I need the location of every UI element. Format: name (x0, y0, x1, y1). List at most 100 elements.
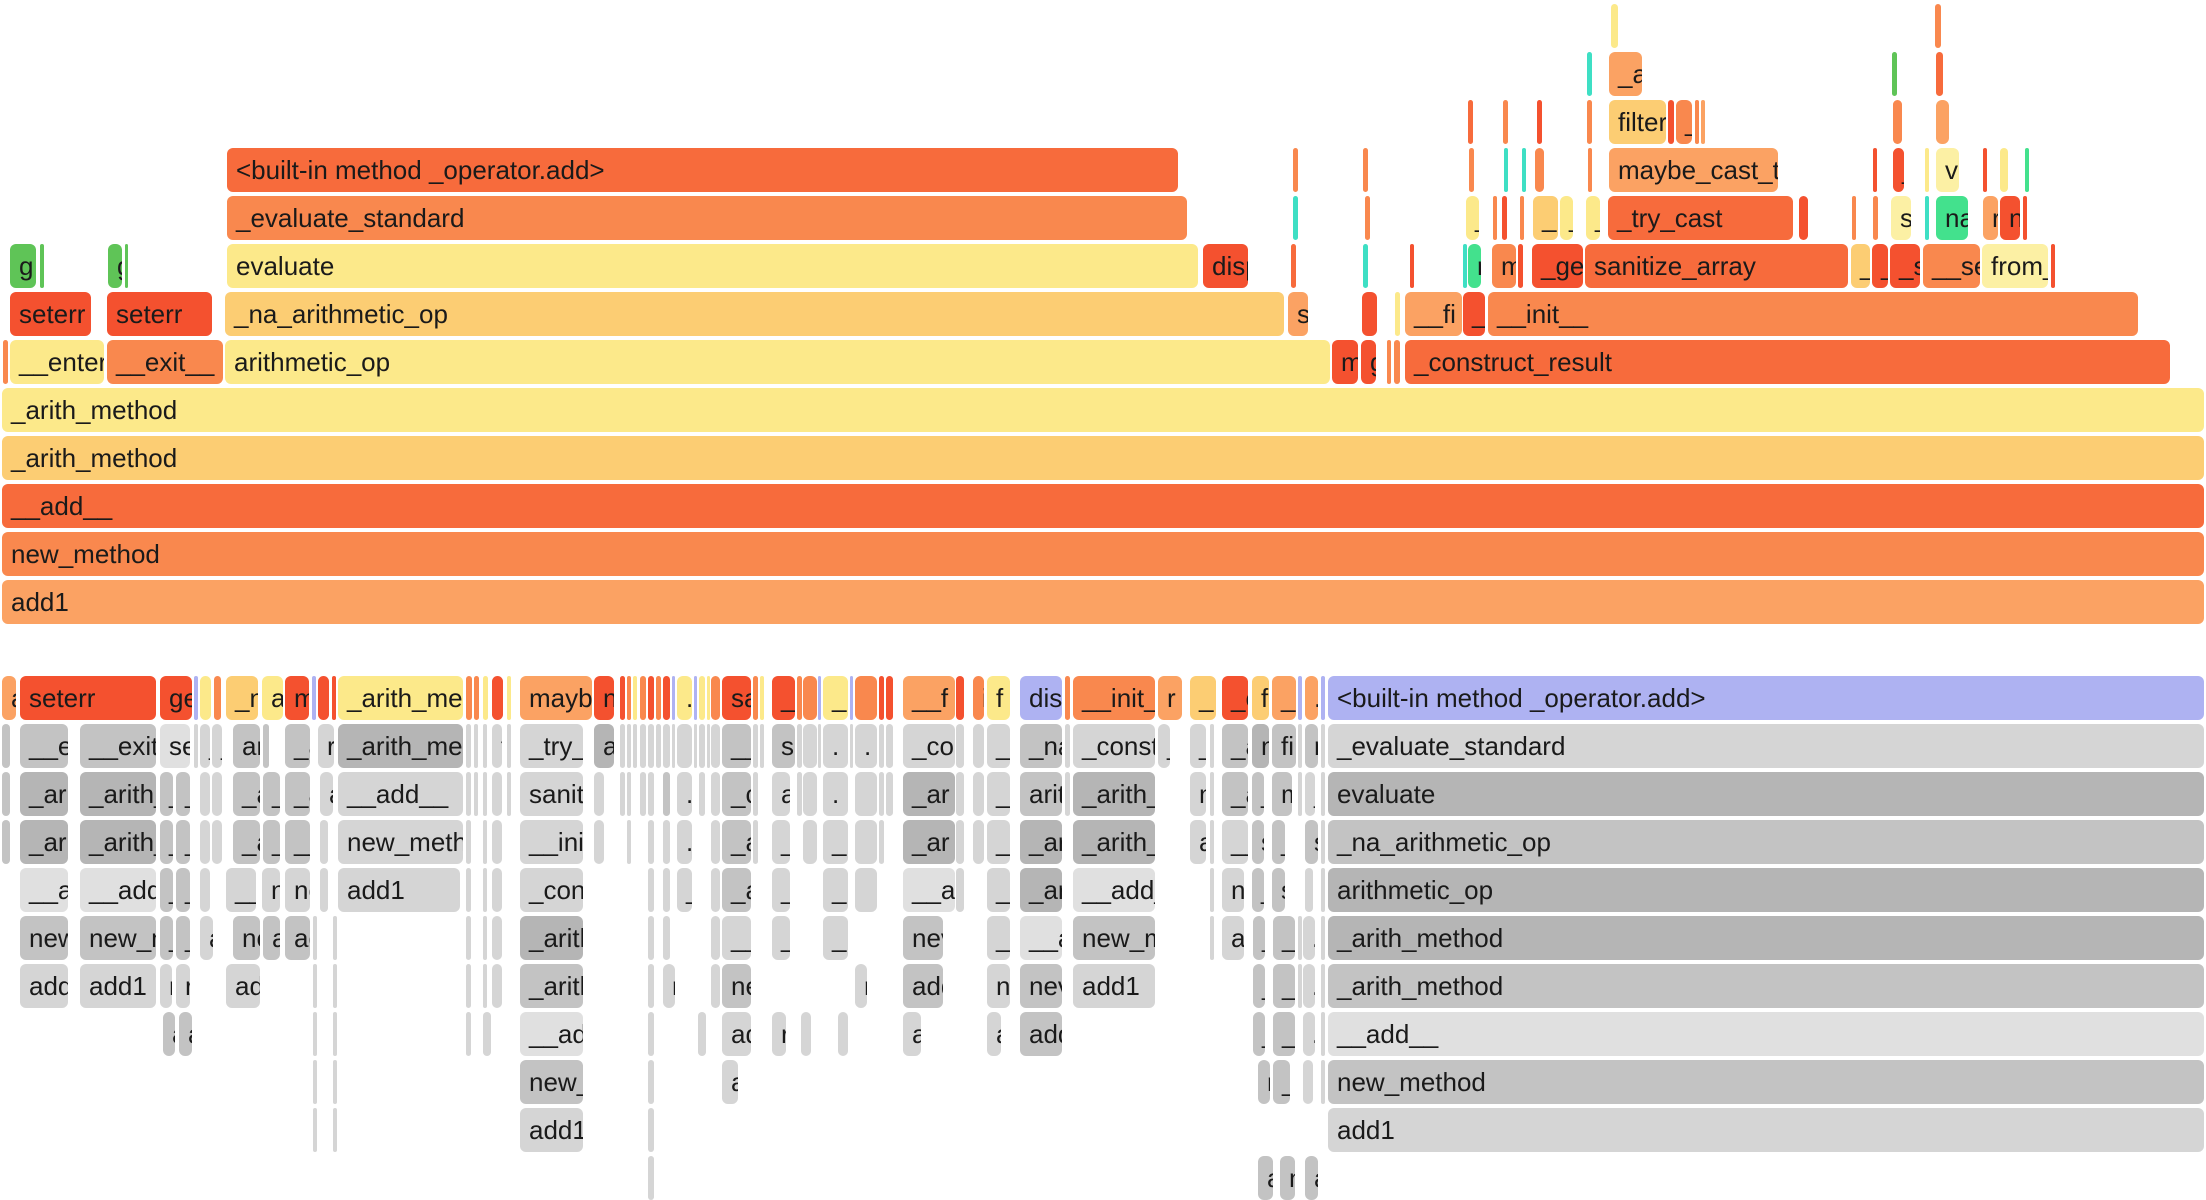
flame-frame[interactable] (663, 724, 670, 768)
flame-frame[interactable] (850, 676, 853, 720)
flame-frame[interactable] (1210, 772, 1214, 816)
flame-frame[interactable] (1535, 148, 1544, 192)
flame-frame[interactable]: __a (903, 868, 955, 912)
flame-frame[interactable] (620, 676, 625, 720)
flame-frame[interactable]: _arith (520, 916, 583, 960)
flame-frame[interactable]: _arith (520, 964, 583, 1008)
flame-frame[interactable] (40, 244, 44, 288)
flame-frame[interactable] (711, 820, 720, 864)
flame-frame[interactable]: _arith_me (338, 676, 463, 720)
flame-frame[interactable]: r (1468, 244, 1481, 288)
flame-frame[interactable]: _ (1273, 916, 1295, 960)
flame-frame[interactable] (797, 676, 802, 720)
flame-frame[interactable] (850, 724, 853, 768)
flame-frame[interactable]: r (698, 1012, 706, 1056)
flame-frame[interactable] (663, 820, 670, 864)
flame-frame[interactable]: a (1190, 820, 1206, 864)
flame-frame[interactable]: _ (823, 820, 848, 864)
flame-frame[interactable] (1852, 196, 1856, 240)
flame-frame[interactable] (507, 772, 511, 816)
flame-frame[interactable] (1321, 724, 1325, 768)
flame-frame[interactable] (318, 676, 329, 720)
flame-frame[interactable]: __ (722, 724, 751, 768)
flame-frame[interactable] (2, 724, 10, 768)
flame-frame[interactable]: disp (1203, 244, 1248, 288)
flame-frame[interactable] (886, 724, 893, 768)
flame-frame[interactable]: _ (1893, 148, 1904, 192)
flame-frame[interactable]: fi (1272, 724, 1296, 768)
flame-frame[interactable] (648, 1060, 654, 1104)
flame-frame[interactable]: a (320, 772, 333, 816)
flame-frame[interactable]: _a (285, 772, 310, 816)
flame-frame[interactable]: . (492, 772, 502, 816)
flame-frame[interactable]: _ (1872, 244, 1888, 288)
flame-frame[interactable]: _ (1560, 196, 1573, 240)
flame-frame[interactable] (1293, 148, 1298, 192)
flame-frame[interactable]: n (1190, 772, 1206, 816)
flame-frame[interactable]: __exit__ (107, 340, 223, 384)
flame-frame[interactable]: s (1272, 868, 1285, 912)
flame-frame[interactable]: . (1305, 676, 1318, 720)
flame-frame[interactable]: ad (1222, 916, 1244, 960)
flame-frame[interactable]: f (492, 724, 502, 768)
flame-frame[interactable]: __add__ (2, 484, 2204, 528)
flame-frame[interactable]: . (1303, 1012, 1315, 1056)
flame-frame[interactable]: _ (1272, 820, 1285, 864)
flame-frame[interactable] (1925, 196, 1929, 240)
flame-frame[interactable] (312, 676, 316, 720)
flame-frame[interactable]: na (1936, 196, 1968, 240)
flame-frame[interactable] (313, 916, 317, 960)
flame-frame[interactable]: dis (1020, 676, 1062, 720)
flame-frame[interactable]: a (263, 916, 280, 960)
flame-frame[interactable]: nc (285, 868, 310, 912)
flame-frame[interactable]: r (772, 1012, 786, 1056)
flame-frame[interactable]: _construct_result (1405, 340, 2170, 384)
flame-frame[interactable]: _ (1190, 724, 1206, 768)
flame-frame[interactable] (194, 724, 198, 768)
flame-frame[interactable]: seterr (107, 292, 212, 336)
flame-frame[interactable] (648, 1156, 654, 1200)
flame-frame[interactable] (627, 820, 631, 864)
flame-frame[interactable]: _ (772, 916, 790, 960)
flame-frame[interactable] (803, 772, 817, 816)
flame-frame[interactable] (956, 724, 964, 768)
flame-frame[interactable]: _ (176, 868, 190, 912)
flame-frame[interactable]: add1 (1073, 964, 1155, 1008)
flame-frame[interactable]: add1 (20, 964, 68, 1008)
flame-frame[interactable]: _ (1676, 100, 1692, 144)
flame-frame[interactable] (483, 676, 488, 720)
flame-frame[interactable]: add1 (2, 580, 2204, 624)
flame-frame[interactable] (214, 676, 221, 720)
flame-frame[interactable] (2023, 196, 2027, 240)
flame-frame[interactable]: _arith_method (1328, 964, 2204, 1008)
flame-frame[interactable]: ne (722, 964, 751, 1008)
flame-frame[interactable]: m (1492, 244, 1516, 288)
flame-frame[interactable]: _ar (1020, 820, 1062, 864)
flame-frame[interactable]: . (492, 820, 502, 864)
flame-frame[interactable] (1362, 292, 1377, 336)
flame-frame[interactable]: _ (823, 916, 848, 960)
flame-frame[interactable]: add (1020, 1012, 1062, 1056)
flame-frame[interactable]: r (483, 1012, 491, 1056)
flame-frame[interactable]: g (1361, 340, 1376, 384)
flame-frame[interactable]: _ (1273, 1012, 1295, 1056)
flame-frame[interactable] (640, 724, 646, 768)
flame-frame[interactable]: i (973, 676, 984, 720)
flame-frame[interactable] (1365, 196, 1370, 240)
flame-frame[interactable]: new_meth (338, 820, 463, 864)
flame-frame[interactable] (886, 772, 893, 816)
flame-frame[interactable] (1502, 196, 1507, 240)
flame-frame[interactable]: new_n (80, 916, 156, 960)
flame-frame[interactable] (694, 724, 697, 768)
flame-frame[interactable] (1065, 772, 1070, 816)
flame-frame[interactable] (483, 772, 487, 816)
flame-frame[interactable]: sa (722, 676, 751, 720)
flame-frame[interactable]: a (1258, 1156, 1273, 1200)
flame-frame[interactable] (1321, 820, 1325, 864)
flame-frame[interactable]: _ (1466, 196, 1479, 240)
flame-frame[interactable] (753, 772, 758, 816)
flame-frame[interactable]: ge (160, 676, 192, 720)
flame-frame[interactable] (633, 676, 637, 720)
flame-frame[interactable]: . (200, 772, 210, 816)
flame-frame[interactable]: _ (1463, 292, 1485, 336)
